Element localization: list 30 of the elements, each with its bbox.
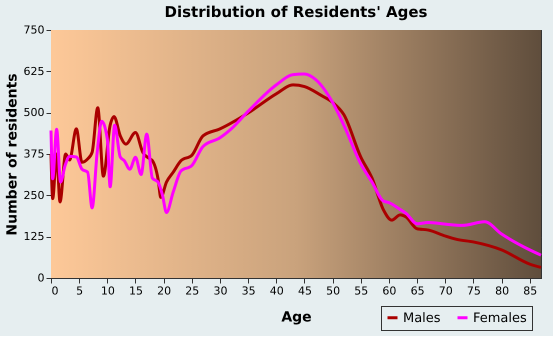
y-tick-label: 250 — [24, 188, 44, 202]
x-tick-label: 5 — [76, 284, 84, 298]
x-tick-label: 85 — [523, 284, 538, 298]
x-tick-label: 10 — [100, 284, 115, 298]
x-tick-label: 40 — [270, 284, 284, 298]
legend-label: Females — [473, 310, 528, 326]
x-tick-label: 70 — [438, 284, 453, 298]
y-tick-label: 0 — [38, 272, 44, 284]
x-axis-title: Age — [281, 310, 312, 326]
x-tick-label: 45 — [298, 284, 312, 298]
y-axis-title: Number of residents — [4, 73, 21, 236]
y-tick-label: 125 — [24, 230, 44, 244]
x-tick-label: 30 — [213, 284, 228, 298]
x-tick-label: 55 — [354, 284, 368, 298]
x-tick-label: 25 — [185, 284, 200, 298]
y-tick-label: 625 — [24, 64, 44, 78]
x-tick-label: 15 — [128, 284, 143, 298]
y-tick-label: 500 — [24, 106, 44, 120]
x-tick-label: 50 — [326, 284, 340, 298]
x-tick-label: 75 — [466, 284, 481, 298]
x-tick-label: 80 — [495, 284, 510, 298]
x-tick-label: 60 — [382, 284, 396, 298]
x-tick-label: 65 — [410, 284, 425, 298]
x-tick-label: 0 — [52, 284, 58, 298]
x-tick-label: 35 — [242, 284, 256, 298]
chart-title: Distribution of Residents' Ages — [164, 3, 428, 21]
y-tick-label: 375 — [24, 148, 44, 160]
y-tick-label: 750 — [24, 24, 44, 36]
legend-label: Males — [403, 310, 441, 326]
x-tick-label: 20 — [157, 284, 172, 298]
